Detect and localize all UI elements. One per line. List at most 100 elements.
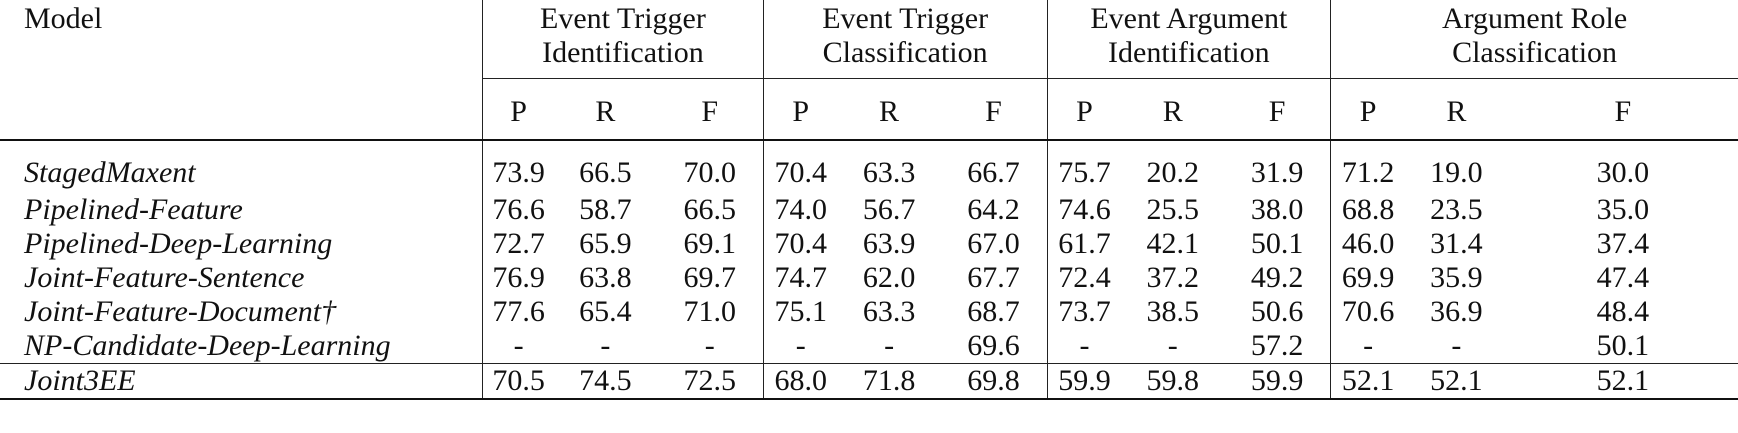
metric-header: R <box>1405 78 1508 141</box>
metric-value-cell: 70.0 <box>683 156 737 190</box>
metric-value-cell: 69.1 <box>683 227 737 261</box>
metric-value-cell: 37.2 <box>1146 261 1200 295</box>
model-column-header-spacer <box>0 78 483 141</box>
metric-value-cell: - <box>1167 329 1178 363</box>
metric-header: F <box>940 78 1047 141</box>
group-header-line2: Identification <box>1108 35 1270 69</box>
metric-value-cell: 65.4 <box>579 295 632 329</box>
metric-value-cell: 71.2 <box>1330 140 1406 193</box>
model-name-cell: Joint-Feature-Document† <box>24 295 337 329</box>
header-row-metrics: P R F P R F P R F P R F <box>0 78 1738 141</box>
metric-value-cell: - <box>1046 329 1122 364</box>
table-row: Pipelined-Feature 76.6 58.7 66.5 74.0 56.7 64.… <box>0 193 1738 227</box>
metric-value-cell: - <box>1451 329 1462 363</box>
metric-value-cell: 68.8 <box>1330 193 1406 227</box>
metric-value-cell: 52.1 <box>1507 363 1738 400</box>
metric-header: P <box>1330 78 1406 141</box>
metric-value-cell: 37.4 <box>1596 227 1650 261</box>
metric-value-cell: 57.2 <box>1250 329 1304 363</box>
model-name-cell: StagedMaxent <box>24 156 196 190</box>
metric-value-cell: 31.9 <box>1250 156 1304 190</box>
metric-value-cell: 74.6 <box>1046 193 1122 227</box>
metric-value-cell: 31.4 <box>1430 227 1483 261</box>
metric-value-cell: 66.5 <box>579 156 632 190</box>
metric-value-cell: 75.7 <box>1046 140 1122 193</box>
metric-value-cell: 76.6 <box>482 193 555 227</box>
metric-value-cell: 77.6 <box>482 295 555 329</box>
metric-value-cell: 30.0 <box>1596 156 1650 190</box>
group-header-line1: Event Argument <box>1090 2 1288 35</box>
metric-value-cell: 23.5 <box>1430 193 1483 227</box>
metric-header: P <box>482 78 555 141</box>
metric-value-cell: 19.0 <box>1430 156 1483 190</box>
metric-value-cell: 25.5 <box>1146 193 1200 227</box>
metric-value-cell: 72.4 <box>1046 261 1122 295</box>
metric-value-cell: 59.9 <box>1046 363 1122 400</box>
metric-value-cell: - <box>762 329 838 364</box>
metric-value-cell: 38.0 <box>1250 193 1304 227</box>
metric-value-cell: 67.0 <box>967 227 1020 261</box>
group-header-trigger-identification: Event Trigger Identification <box>482 0 764 79</box>
metric-value-cell: 69.9 <box>1330 261 1406 295</box>
metric-value-cell: 35.0 <box>1596 193 1650 227</box>
metric-value-cell: - <box>704 329 715 363</box>
metric-value-cell: 69.8 <box>940 363 1047 400</box>
metric-value-cell: 50.1 <box>1596 329 1650 363</box>
metric-value-cell: 70.4 <box>762 140 838 193</box>
group-header-line1: Event Trigger <box>540 2 706 35</box>
metric-value-cell: 70.4 <box>762 227 838 261</box>
metric-value-cell: 71.8 <box>837 363 941 400</box>
metric-value-cell: 72.5 <box>656 363 764 400</box>
group-header-argument-identification: Event Argument Identification <box>1046 0 1331 79</box>
metric-value-cell: 38.5 <box>1146 295 1200 329</box>
metric-value-cell: 49.2 <box>1250 261 1304 295</box>
metric-value-cell: 47.4 <box>1596 261 1650 295</box>
table-row: StagedMaxent 73.9 66.5 70.0 70.4 63.3 66.7 75.7… <box>0 140 1738 193</box>
metric-value-cell: 71.0 <box>683 295 737 329</box>
metric-value-cell: 62.0 <box>862 261 916 295</box>
metric-header: F <box>1224 78 1331 141</box>
metric-value-cell: 64.2 <box>967 193 1020 227</box>
metric-value-cell: 74.7 <box>762 261 838 295</box>
metric-header: F <box>1507 78 1738 141</box>
metric-value-cell: 35.9 <box>1430 261 1483 295</box>
model-name-cell: Pipelined-Feature <box>24 193 243 227</box>
group-header-role-classification: Argument Role Classification <box>1330 0 1738 79</box>
metric-value-cell: 58.7 <box>579 193 632 227</box>
model-name-cell: Joint-Feature-Sentence <box>24 261 305 295</box>
metric-value-cell: 36.9 <box>1430 295 1483 329</box>
model-name-cell: Pipelined-Deep-Learning <box>24 227 333 261</box>
metric-value-cell: 59.8 <box>1121 363 1225 400</box>
metric-value-cell: 50.1 <box>1250 227 1304 261</box>
table-row: Joint-Feature-Document† 77.6 65.4 71.0 75.1 6… <box>0 295 1738 329</box>
table-row: Joint-Feature-Sentence 76.9 63.8 69.7 74.7 62… <box>0 261 1738 295</box>
metric-value-cell: 56.7 <box>862 193 916 227</box>
metric-value-cell: 52.1 <box>1330 363 1406 400</box>
metric-value-cell: 73.9 <box>482 140 555 193</box>
metric-value-cell: 63.3 <box>862 295 916 329</box>
metric-value-cell: 70.5 <box>482 363 555 400</box>
model-column-header: Model <box>24 2 103 35</box>
header-row-groups: Model Event Trigger Identification Event… <box>0 0 1738 79</box>
metric-value-cell: 61.7 <box>1046 227 1122 261</box>
metric-value-cell: 46.0 <box>1330 227 1406 261</box>
metric-value-cell: 65.9 <box>579 227 632 261</box>
group-header-trigger-classification: Event Trigger Classification <box>762 0 1047 79</box>
group-header-line2: Identification <box>542 35 704 69</box>
metric-value-cell: 66.5 <box>683 193 737 227</box>
metric-value-cell: - <box>482 329 555 364</box>
metric-value-cell: - <box>600 329 611 363</box>
results-table: Model Event Trigger Identification Event… <box>0 0 1738 400</box>
metric-header: F <box>656 78 764 141</box>
metric-value-cell: 20.2 <box>1146 156 1200 190</box>
table-row: NP-Candidate-Deep-Learning - - - - -69.6- -57.… <box>0 329 1738 364</box>
metric-header: P <box>1046 78 1122 141</box>
metric-header: P <box>762 78 838 141</box>
table-body: StagedMaxent 73.9 66.5 70.0 70.4 63.3 66.7 75.7… <box>0 140 1738 400</box>
group-header-line2: Classification <box>1452 35 1618 69</box>
metric-value-cell: 69.7 <box>683 261 737 295</box>
metric-value-cell: 59.9 <box>1224 363 1331 400</box>
model-name-cell: NP-Candidate-Deep-Learning <box>24 329 391 363</box>
metric-value-cell: 68.7 <box>967 295 1020 329</box>
